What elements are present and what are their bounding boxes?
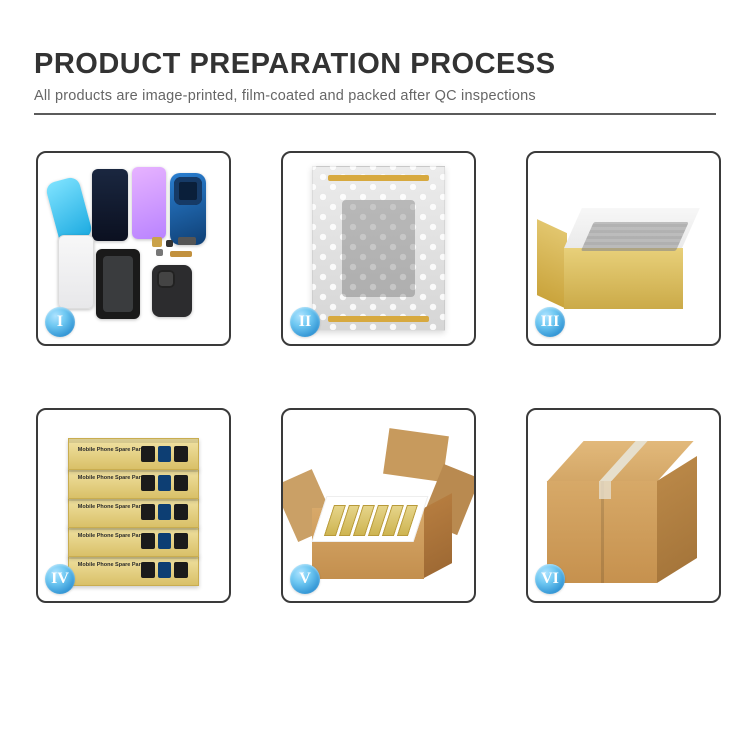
step-badge-2: II [290, 307, 320, 337]
box-label: Mobile Phone Spare Parts [78, 505, 146, 511]
step-card-6: VI [526, 408, 721, 603]
step-badge-4: IV [45, 564, 75, 594]
step-card-3: III [526, 151, 721, 346]
page-title: PRODUCT PREPARATION PROCESS [34, 48, 716, 81]
box-label: Mobile Phone Spare Parts [78, 563, 146, 569]
box-label: Mobile Phone Spare Parts [78, 476, 146, 482]
step4-illustration: Mobile Phone Spare Parts Mobile Phone Sp… [55, 425, 212, 585]
divider [34, 113, 716, 115]
step2-illustration [312, 166, 446, 330]
step1-illustration [56, 171, 231, 346]
page-subtitle: All products are image-printed, film-coa… [34, 88, 716, 104]
step3-illustration [541, 214, 705, 310]
step-badge-1: I [45, 307, 75, 337]
step-card-2: II [281, 151, 476, 346]
step6-illustration [547, 438, 700, 583]
header: PRODUCT PREPARATION PROCESS All products… [34, 48, 716, 115]
box-label: Mobile Phone Spare Parts [78, 448, 146, 454]
step-badge-5: V [290, 564, 320, 594]
step-card-4: Mobile Phone Spare Parts Mobile Phone Sp… [36, 408, 231, 603]
step5-illustration [291, 435, 467, 588]
step-card-5: V [281, 408, 476, 603]
step-badge-3: III [535, 307, 565, 337]
step-card-1: I [36, 151, 231, 346]
step-badge-6: VI [535, 564, 565, 594]
box-label: Mobile Phone Spare Parts [78, 534, 146, 540]
process-grid: I II III Mobile Phone Spare Parts Mobile… [34, 151, 716, 603]
